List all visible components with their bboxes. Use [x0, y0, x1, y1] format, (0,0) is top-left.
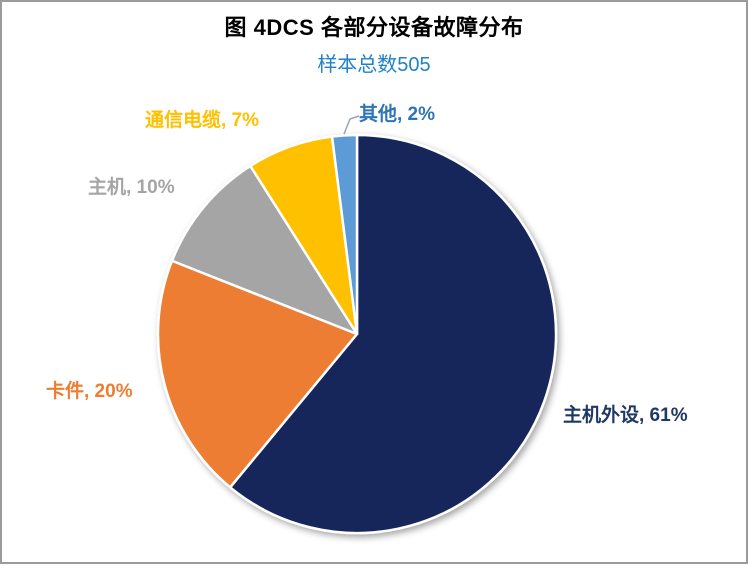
pie-slice-主机外设 — [228, 133, 558, 535]
chart-subtitle: 样本总数505 — [317, 54, 431, 76]
slice-label-peripheral: 主机外设, 61% — [563, 405, 688, 426]
slice-label-cable: 通信电缆, 7% — [145, 110, 260, 131]
slice-label-host: 主机, 10% — [88, 177, 175, 198]
pie-slice-卡件 — [156, 259, 359, 489]
pie-slice-其他 — [330, 133, 359, 336]
chart-title: 图 4DCS 各部分设备故障分布 — [224, 15, 524, 40]
slice-label-other: 其他, 2% — [359, 104, 436, 125]
pie-slice-主机 — [170, 164, 359, 336]
leader-line-other — [343, 115, 360, 135]
slice-label-card: 卡件, 20% — [46, 381, 133, 402]
